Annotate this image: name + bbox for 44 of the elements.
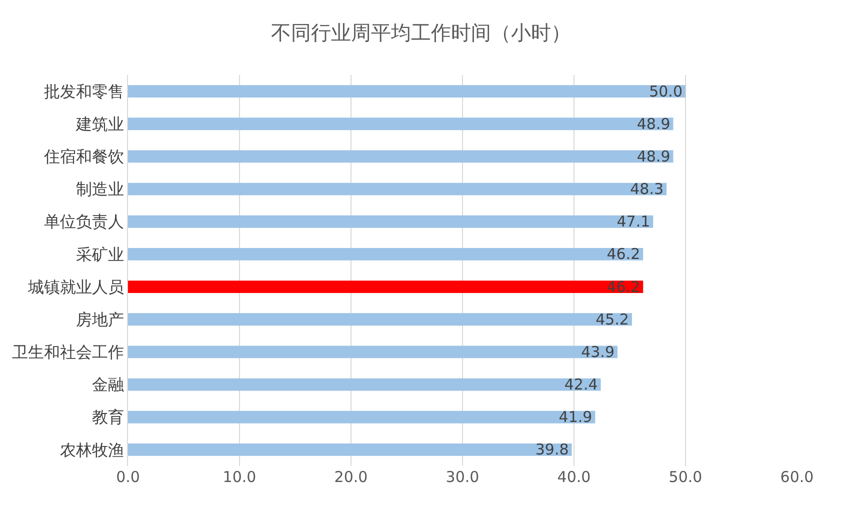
x-tick-label: 30.0 bbox=[446, 468, 480, 486]
bar bbox=[128, 248, 644, 260]
bar bbox=[128, 85, 686, 98]
y-tick-label: 教育 bbox=[92, 408, 124, 427]
chart-title: 不同行业周平均工作时间（小时） bbox=[271, 20, 571, 44]
y-tick-label: 住宿和餐饮 bbox=[42, 147, 124, 166]
y-tick-label: 房地产 bbox=[76, 310, 124, 329]
bar bbox=[128, 118, 674, 130]
bar bbox=[128, 410, 596, 424]
bar bbox=[128, 313, 632, 326]
data-label: 39.8 bbox=[535, 440, 569, 459]
data-label: 46.2 bbox=[606, 278, 640, 296]
bar bbox=[128, 444, 572, 456]
bar bbox=[128, 346, 618, 358]
data-label: 48.9 bbox=[636, 114, 670, 133]
y-tick-label: 城镇就业人员 bbox=[26, 277, 124, 296]
x-tick-label: 40.0 bbox=[557, 468, 591, 486]
data-label: 46.2 bbox=[606, 245, 640, 264]
y-tick-label: 采矿业 bbox=[76, 244, 124, 264]
x-tick-label: 60.0 bbox=[780, 468, 814, 486]
x-tick-label: 0.0 bbox=[116, 468, 140, 486]
data-label: 43.9 bbox=[581, 342, 614, 361]
y-tick-label: 建筑业 bbox=[74, 114, 124, 134]
data-label: 48.3 bbox=[630, 180, 664, 198]
data-label: 48.9 bbox=[636, 147, 670, 166]
data-label: 45.2 bbox=[596, 310, 629, 328]
y-tick-label: 金融 bbox=[92, 375, 124, 394]
bar bbox=[128, 150, 674, 163]
y-tick-label: 制造业 bbox=[76, 180, 124, 199]
data-label: 42.4 bbox=[564, 376, 598, 394]
y-tick-label: 农林牧渔 bbox=[60, 440, 124, 460]
bar bbox=[128, 280, 644, 293]
y-tick-label: 卫生和社会工作 bbox=[12, 342, 124, 362]
y-tick-label: 批发和零售 bbox=[44, 82, 124, 101]
x-tick-label: 20.0 bbox=[334, 468, 368, 486]
bar bbox=[128, 378, 601, 391]
data-label: 47.1 bbox=[616, 212, 650, 231]
x-tick-label: 50.0 bbox=[668, 468, 702, 486]
data-label: 41.9 bbox=[558, 408, 592, 426]
y-tick-label: 单位负责人 bbox=[44, 212, 124, 232]
bar bbox=[128, 215, 654, 228]
x-tick-label: 10.0 bbox=[222, 468, 256, 486]
bar bbox=[128, 182, 667, 196]
data-label: 50.0 bbox=[649, 82, 682, 100]
